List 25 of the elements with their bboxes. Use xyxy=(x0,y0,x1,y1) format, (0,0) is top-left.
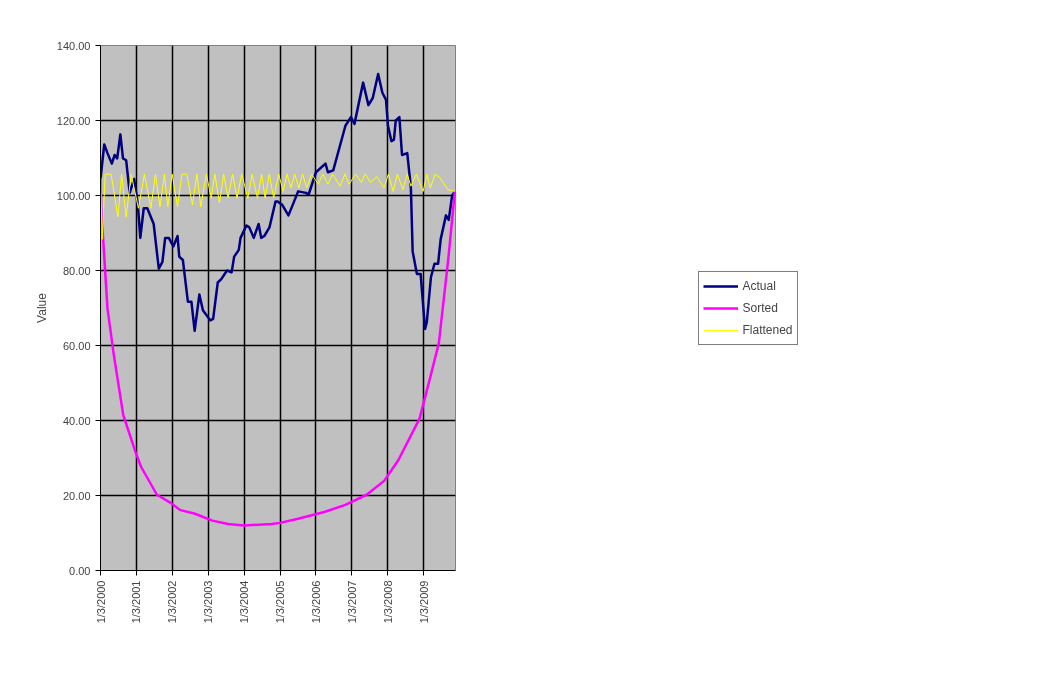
y-tick-label: 120.00 xyxy=(56,114,91,127)
y-tick-label: 140.00 xyxy=(56,39,91,52)
y-tick-label: 60.00 xyxy=(62,339,91,352)
legend-label: Sorted xyxy=(742,300,778,315)
y-tick-label: 80.00 xyxy=(62,264,91,277)
x-tick-label: 1/3/2004 xyxy=(238,580,251,624)
y-tick-label: 40.00 xyxy=(62,414,91,427)
x-tick-label: 1/3/2002 xyxy=(166,580,179,624)
legend-label: Flattened xyxy=(742,322,793,337)
line-series xyxy=(100,176,456,527)
x-tick-label: 1/3/2007 xyxy=(345,580,358,624)
x-tick-label: 1/3/2003 xyxy=(202,580,215,624)
x-tick-label: 1/3/2009 xyxy=(417,580,430,624)
y-tick-label: 20.00 xyxy=(62,489,91,502)
y-tick-label: 0.00 xyxy=(69,564,91,577)
line-series xyxy=(100,72,456,333)
legend-label: Actual xyxy=(742,278,776,293)
y-axis-title: Value xyxy=(34,292,49,323)
x-tick-label: 1/3/2005 xyxy=(274,580,287,624)
x-tick-label: 1/3/2000 xyxy=(94,580,107,624)
y-tick-label: 100.00 xyxy=(56,189,91,202)
line-series xyxy=(100,173,456,240)
x-tick-label: 1/3/2006 xyxy=(309,580,322,624)
x-tick-label: 1/3/2008 xyxy=(381,580,394,624)
x-tick-label: 1/3/2001 xyxy=(130,580,143,624)
